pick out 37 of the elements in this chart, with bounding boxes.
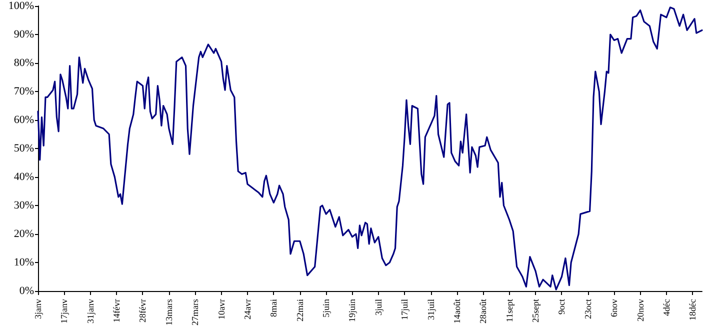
x-tick-label: 28août	[478, 298, 488, 324]
y-tick-label: 50%	[14, 142, 34, 154]
x-tick-label: 28févr	[138, 299, 148, 322]
x-tick-label: 3janv	[33, 298, 43, 319]
x-tick-label: 23oct	[582, 298, 593, 319]
x-tick-label: 6nov	[609, 298, 620, 317]
x-tick-label: 17juil	[400, 298, 410, 320]
y-tick-label: 30%	[14, 200, 34, 212]
y-tick-label: 0%	[19, 285, 34, 297]
y-tick-label: 90%	[14, 28, 34, 40]
x-tick-label: 31janv	[85, 298, 96, 324]
x-tick-label: 20nov	[635, 298, 646, 322]
x-tick-label: 11sept	[504, 298, 514, 322]
y-tick-label: 40%	[14, 171, 34, 183]
x-tick-label: 25sept	[530, 298, 541, 322]
x-tick-label: 5juin	[321, 298, 332, 318]
x-tick-label: 4déc	[661, 299, 672, 316]
y-tick-label: 60%	[14, 114, 34, 126]
y-tick-label: 80%	[14, 57, 34, 69]
y-tick-label: 20%	[14, 228, 34, 240]
x-tick-label: 31juil	[426, 298, 436, 320]
y-tick-label: 100%	[8, 0, 34, 12]
x-tick-label: 17janv	[59, 298, 70, 324]
x-tick-label: 18déc	[688, 299, 698, 320]
y-tick-label: 70%	[14, 86, 34, 98]
x-tick-label: 8mai	[268, 298, 279, 317]
x-tick-label: 9oct	[556, 298, 567, 314]
y-tick-label: 10%	[14, 256, 34, 268]
x-tick-label: 13mars	[164, 298, 174, 326]
x-tick-label: 14août	[452, 298, 462, 324]
x-tick-label: 19juin	[347, 298, 358, 322]
x-tick-label: 14févr	[112, 299, 122, 322]
x-tick-label: 22mai	[294, 298, 305, 322]
x-tick-label: 3juil	[373, 298, 384, 316]
x-tick-label: 24avr	[242, 299, 252, 320]
x-tick-label: 10avr	[216, 299, 226, 320]
x-tick-label: 27mars	[190, 298, 200, 326]
